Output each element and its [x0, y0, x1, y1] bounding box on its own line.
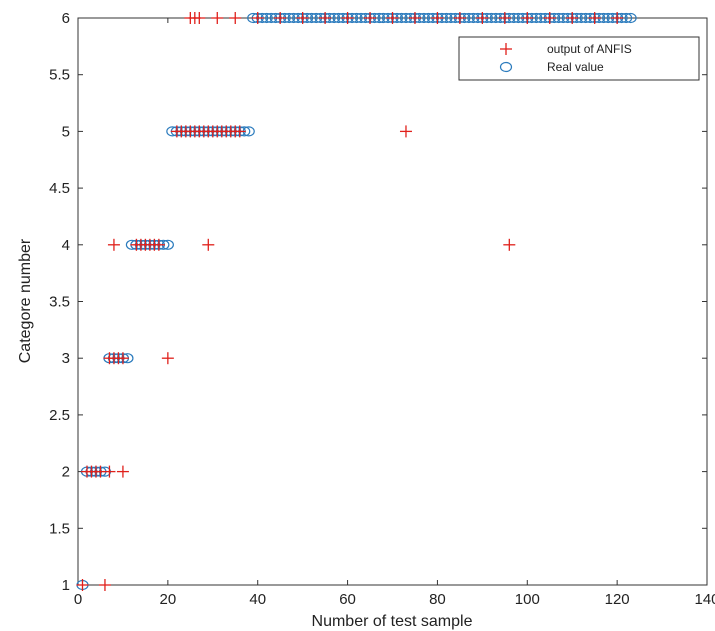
- x-tick-label: 120: [605, 591, 630, 608]
- y-tick-label: 3: [62, 350, 70, 367]
- legend-plus-icon: [500, 43, 512, 55]
- anfis-output-point: [116, 465, 129, 478]
- anfis-output-point: [161, 352, 174, 365]
- anfis-output-point: [98, 579, 111, 591]
- anfis-output-point: [408, 12, 421, 24]
- x-tick-label: 60: [339, 591, 356, 608]
- anfis-output-point: [229, 12, 242, 24]
- x-tick-label: 20: [160, 591, 177, 608]
- anfis-output-point: [296, 12, 309, 24]
- real-value-point: [624, 12, 637, 24]
- x-tick-label: 140: [694, 591, 715, 608]
- anfis-output-point: [76, 579, 89, 591]
- legend-label-real-value: Real value: [547, 60, 604, 74]
- anfis-output-point: [543, 12, 556, 24]
- anfis-output-point: [233, 125, 246, 138]
- anfis-output-point: [399, 125, 412, 138]
- anfis-output-point: [386, 12, 399, 24]
- legend-box: [458, 36, 700, 81]
- y-tick-label: 3.5: [49, 294, 70, 311]
- legend-marker-output-of-anfis: [500, 43, 512, 55]
- y-tick-label: 4.5: [49, 180, 70, 197]
- legend-marker-real-value: [499, 61, 513, 73]
- y-axis-label: Categore number: [17, 238, 34, 363]
- legend-label-output-of-anfis: output of ANFIS: [547, 42, 632, 56]
- anfis-output-point: [498, 12, 511, 24]
- anfis-output-point: [566, 12, 579, 24]
- anfis-output-point: [202, 238, 215, 251]
- anfis-output-point: [319, 12, 332, 24]
- y-tick-label: 1.5: [49, 520, 70, 537]
- anfis-output-point: [274, 12, 287, 24]
- x-tick-label: 40: [249, 591, 266, 608]
- anfis-output-point: [476, 12, 489, 24]
- anfis-output-point: [251, 12, 264, 24]
- x-axis-label: Number of test sample: [312, 613, 473, 630]
- data-marks: [76, 12, 637, 591]
- axis-ticks: 0 20 40 60 80 100 120 140 1 1.5 2 2.5 3 3.5 4 4.5 5 5.5 6: [49, 10, 715, 608]
- legend-circle-icon: [499, 61, 513, 73]
- y-tick-label: 2: [62, 464, 70, 481]
- anfis-output-point: [521, 12, 534, 24]
- y-tick-label: 6: [62, 10, 70, 27]
- anfis-output-point: [503, 238, 516, 251]
- anfis-output-point: [211, 12, 224, 24]
- anfis-output-point: [107, 238, 120, 251]
- y-tick-label: 5.5: [49, 67, 70, 84]
- axes-box: [77, 17, 708, 586]
- y-tick-label: 2.5: [49, 407, 70, 424]
- anfis-output-point: [364, 12, 377, 24]
- anfis-output-point: [453, 12, 466, 24]
- anfis-output-point: [152, 238, 165, 251]
- anfis-output-point: [193, 12, 206, 24]
- y-tick-label: 1: [62, 577, 70, 594]
- y-tick-label: 4: [62, 237, 70, 254]
- anfis-output-point: [611, 12, 624, 24]
- anfis-output-point: [116, 352, 129, 365]
- x-tick-label: 80: [429, 591, 446, 608]
- x-tick-label: 0: [74, 591, 82, 608]
- anfis-output-point: [588, 12, 601, 24]
- anfis-output-point: [341, 12, 354, 24]
- anfis-output-point: [431, 12, 444, 24]
- y-tick-label: 5: [62, 123, 70, 140]
- x-tick-label: 100: [515, 591, 540, 608]
- anfis-output-point: [103, 465, 116, 478]
- plot-area: [77, 17, 708, 586]
- legend: output of ANFIS Real value: [458, 36, 700, 81]
